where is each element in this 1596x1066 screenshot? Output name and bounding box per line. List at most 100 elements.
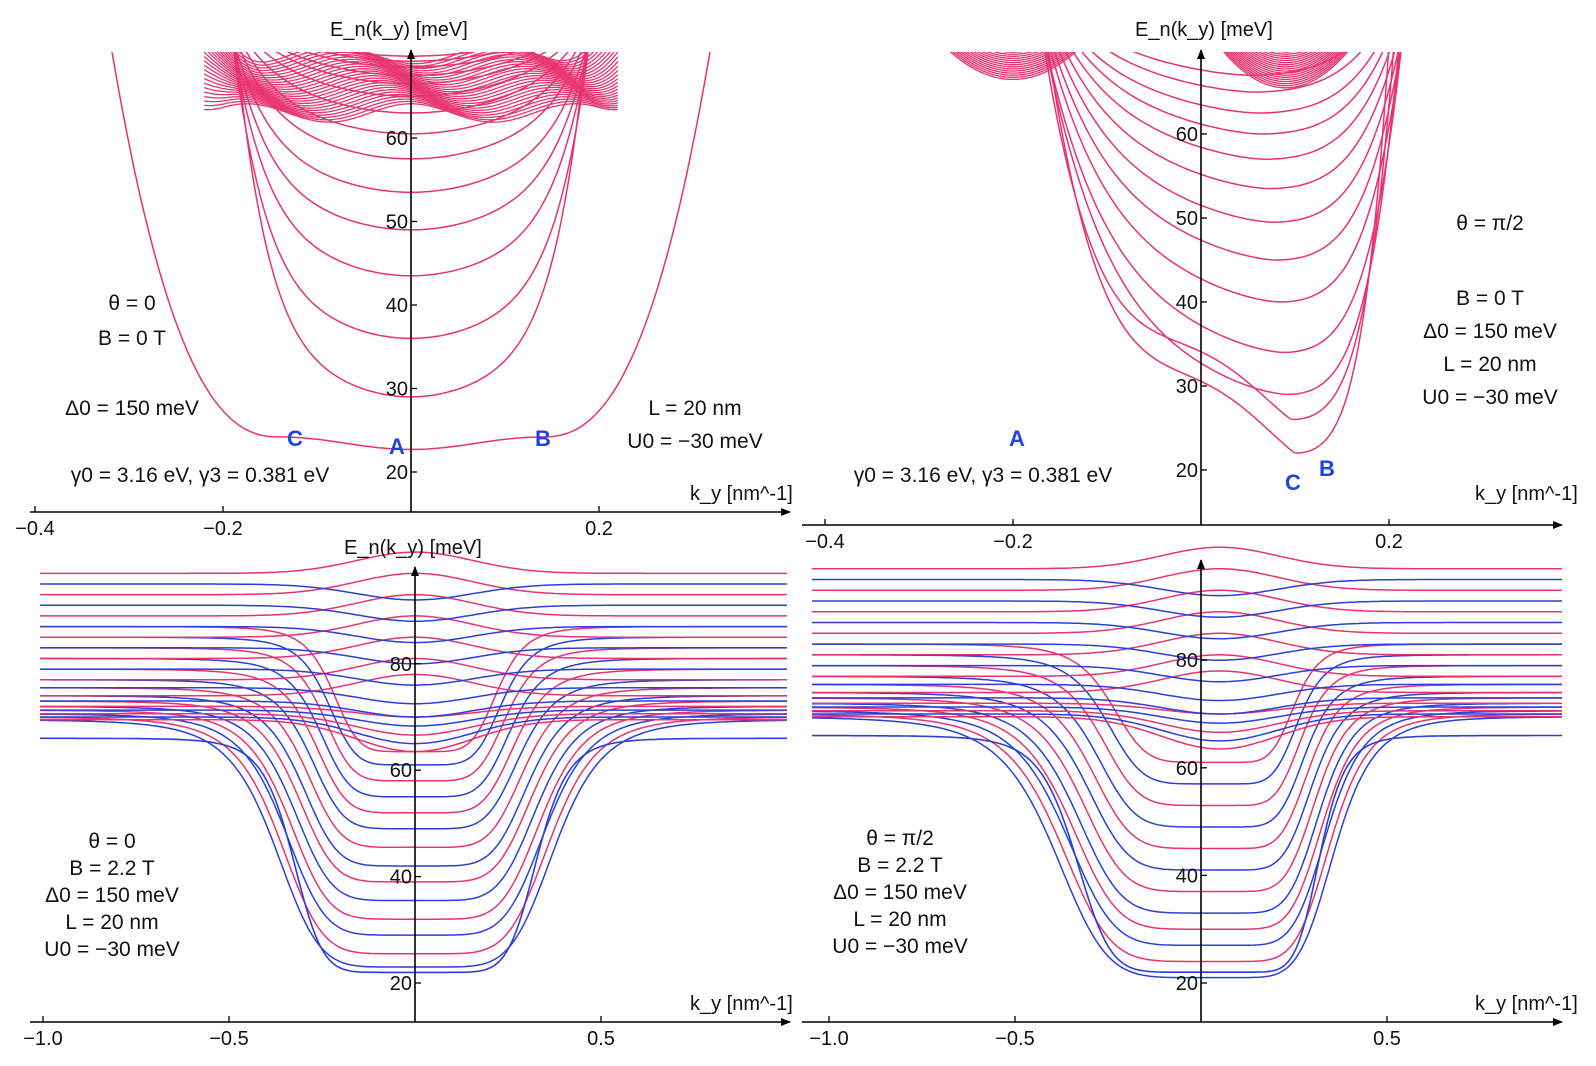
band-curve bbox=[812, 691, 1562, 871]
continuum-curve bbox=[981, 52, 1045, 60]
y-tick-label: 20 bbox=[390, 973, 412, 995]
y-tick-label: 40 bbox=[1176, 292, 1198, 314]
band-curve bbox=[40, 593, 787, 617]
band-curve bbox=[40, 716, 787, 745]
annotation-delta: Δ0 = 150 meV bbox=[833, 881, 967, 904]
x-tick-label: −1.0 bbox=[809, 1028, 848, 1050]
panel-bottom-left: −1.0 −0.5 0.5 20 40 60 80 E_n(k_y) [meV] k_y [… bbox=[23, 537, 792, 1050]
x-tick-label: −0.2 bbox=[203, 518, 242, 540]
continuum-curve bbox=[969, 52, 1057, 66]
y-tick-label: 20 bbox=[386, 462, 408, 484]
continuum-curve bbox=[1247, 52, 1324, 66]
band-curve bbox=[40, 687, 788, 849]
annotation-length: L = 20 nm bbox=[853, 908, 946, 931]
band-curve bbox=[40, 718, 787, 753]
band-curve bbox=[40, 647, 787, 665]
continuum-curve bbox=[928, 0, 1097, 48]
band-curve bbox=[812, 670, 1562, 694]
continuum-curve bbox=[1228, 52, 1343, 83]
band-curve bbox=[40, 719, 787, 968]
continuum-curve bbox=[962, 52, 1064, 70]
continuum-curve bbox=[928, 0, 1097, 46]
continuum-curve bbox=[1224, 52, 1347, 87]
continuum-curve bbox=[1250, 52, 1321, 64]
continuum-curve bbox=[1242, 52, 1330, 70]
annotation-length: L = 20 nm bbox=[648, 397, 741, 420]
band-curve bbox=[40, 709, 787, 727]
x-tick-label: 0.5 bbox=[587, 1028, 615, 1050]
continuum-curve bbox=[1262, 52, 1309, 57]
band-curve bbox=[40, 737, 787, 974]
continuum-curve bbox=[1237, 52, 1335, 74]
annotation-potential: U0 = −30 meV bbox=[44, 938, 179, 961]
annotation-theta: θ = π/2 bbox=[1456, 212, 1524, 235]
annotation-gamma: γ0 = 3.16 eV, γ3 = 0.381 eV bbox=[854, 464, 1112, 487]
annotation-delta: Δ0 = 150 meV bbox=[1423, 320, 1557, 343]
y-tick-label: 60 bbox=[386, 128, 408, 150]
band-curve bbox=[812, 664, 1562, 683]
continuum-curve bbox=[928, 0, 1097, 50]
point-label-a: A bbox=[1009, 426, 1025, 451]
annotation-field: B = 2.2 T bbox=[69, 857, 155, 880]
y-tick-label: 40 bbox=[390, 867, 412, 889]
annotation-length: L = 20 nm bbox=[65, 911, 158, 934]
annotation-field: B = 0 T bbox=[1456, 287, 1524, 310]
band-curve bbox=[812, 600, 1562, 618]
continuum-curve bbox=[959, 52, 1067, 72]
band-curve bbox=[40, 713, 787, 736]
x-tick-label: 0.2 bbox=[1375, 531, 1403, 553]
y-tick-label: 40 bbox=[1176, 865, 1198, 887]
continuum-curve bbox=[954, 52, 1072, 76]
point-label-b: B bbox=[1319, 456, 1335, 481]
y-tick-label: 60 bbox=[1176, 758, 1198, 780]
x-tick-label: 0.5 bbox=[1373, 1028, 1401, 1050]
band-curve bbox=[812, 621, 1562, 640]
continuum-curve bbox=[952, 52, 1074, 78]
ticks-top-right: −0.4 −0.2 0.2 20 30 40 50 60 bbox=[805, 124, 1403, 553]
y-tick-label: 30 bbox=[386, 379, 408, 401]
ticks-top-left: −0.4 −0.2 0.2 20 30 40 50 60 bbox=[15, 128, 613, 540]
band-curve bbox=[812, 567, 1562, 592]
band-curve bbox=[40, 668, 787, 686]
band-curve bbox=[40, 716, 787, 955]
annotation-potential: U0 = −30 meV bbox=[627, 430, 762, 453]
continuum-curve bbox=[1258, 52, 1314, 60]
continuum-curve bbox=[976, 52, 1050, 62]
annotation-theta: θ = 0 bbox=[88, 830, 135, 853]
y-tick-label: 20 bbox=[1176, 973, 1198, 995]
annotation-delta: Δ0 = 150 meV bbox=[65, 397, 199, 420]
continuum-curve bbox=[1232, 52, 1339, 78]
annotation-potential: U0 = −30 meV bbox=[1422, 386, 1557, 409]
x-tick-label: −0.5 bbox=[995, 1028, 1034, 1050]
band-curve bbox=[812, 713, 1562, 742]
band-curve bbox=[812, 710, 1562, 734]
y-axis-label-top-left: E_n(k_y) [meV] bbox=[330, 19, 468, 41]
y-tick-label: 60 bbox=[390, 760, 412, 782]
continuum-curve bbox=[1230, 52, 1341, 81]
y-axis-label-bottom-left: E_n(k_y) [meV] bbox=[344, 537, 482, 559]
y-tick-label: 60 bbox=[1176, 124, 1198, 146]
y-tick-label: 40 bbox=[386, 295, 408, 317]
band-curve bbox=[812, 697, 1562, 893]
band-curve bbox=[40, 604, 787, 622]
band-curve bbox=[40, 700, 787, 718]
x-tick-label: 0.2 bbox=[585, 518, 613, 540]
continuum-curve bbox=[986, 52, 1040, 57]
ticks-bottom-left: −1.0 −0.5 0.5 20 40 60 80 bbox=[23, 654, 615, 1050]
y-tick-label: 20 bbox=[1176, 460, 1198, 482]
annotation-gamma: γ0 = 3.16 eV, γ3 = 0.381 eV bbox=[71, 464, 329, 487]
band-curve bbox=[812, 546, 1562, 570]
annotation-delta: Δ0 = 150 meV bbox=[45, 884, 179, 907]
band-curve bbox=[812, 715, 1562, 750]
band-curve bbox=[812, 643, 1562, 661]
continuum-curve bbox=[1254, 52, 1318, 62]
continuum-curve bbox=[972, 52, 1054, 64]
continuum-curve bbox=[928, 0, 1097, 40]
band-curve bbox=[812, 713, 1562, 963]
continuum-curve bbox=[949, 52, 1077, 81]
band-curve bbox=[812, 706, 1562, 930]
band-curve bbox=[40, 551, 787, 575]
continuum-curve bbox=[1234, 52, 1337, 76]
band-curve bbox=[40, 695, 787, 867]
